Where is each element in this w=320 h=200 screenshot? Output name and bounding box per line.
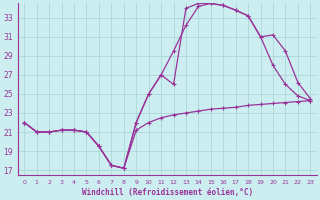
X-axis label: Windchill (Refroidissement éolien,°C): Windchill (Refroidissement éolien,°C) — [82, 188, 253, 197]
